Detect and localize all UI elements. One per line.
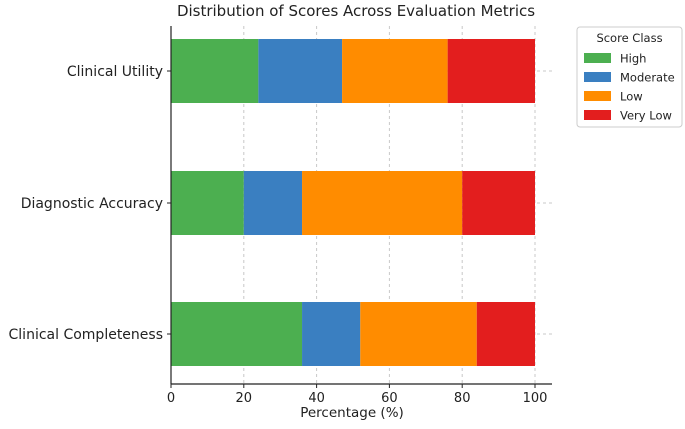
bar-segment-high xyxy=(171,302,303,366)
bar-segment-very-low xyxy=(462,171,535,235)
x-tick-label: 80 xyxy=(454,391,471,406)
x-tick-label: 0 xyxy=(167,391,175,406)
bar-segment-moderate xyxy=(243,171,303,235)
bar-segment-high xyxy=(171,171,244,235)
x-tick-label: 60 xyxy=(381,391,398,406)
x-tick-label: 20 xyxy=(236,391,253,406)
chart-title: Distribution of Scores Across Evaluation… xyxy=(177,2,535,20)
y-tick-label: Clinical Utility xyxy=(67,64,163,80)
legend-label: Low xyxy=(620,90,643,104)
y-tick-label: Diagnostic Accuracy xyxy=(21,196,163,212)
bar-segment-low xyxy=(342,39,448,103)
legend-label: High xyxy=(620,52,646,66)
legend-swatch xyxy=(584,110,611,120)
bar-segment-very-low xyxy=(476,302,535,366)
bar-segment-moderate xyxy=(258,39,343,103)
legend-swatch xyxy=(584,91,611,101)
legend-swatch xyxy=(584,72,611,82)
x-axis-title: Percentage (%) xyxy=(300,405,404,421)
legend-label: Moderate xyxy=(620,71,675,85)
legend-title: Score Class xyxy=(596,31,662,45)
bar-segment-very-low xyxy=(447,39,535,103)
axis-layer: Clinical Utility Diagnostic Accuracy Clini… xyxy=(9,26,552,406)
legend: Score Class High Moderate Low Very Low xyxy=(576,26,683,128)
bar-layer xyxy=(171,39,535,366)
legend-box xyxy=(576,26,683,128)
x-tick-label: 100 xyxy=(523,391,548,406)
bar-segment-low xyxy=(360,302,477,366)
bar-segment-moderate xyxy=(302,302,361,366)
y-tick-label: Clinical Completeness xyxy=(9,327,163,343)
x-tick-label: 40 xyxy=(308,391,325,406)
bar-segment-low xyxy=(302,171,463,235)
legend-swatch xyxy=(584,53,611,63)
bar-segment-high xyxy=(171,39,259,103)
legend-label: Very Low xyxy=(620,109,672,123)
